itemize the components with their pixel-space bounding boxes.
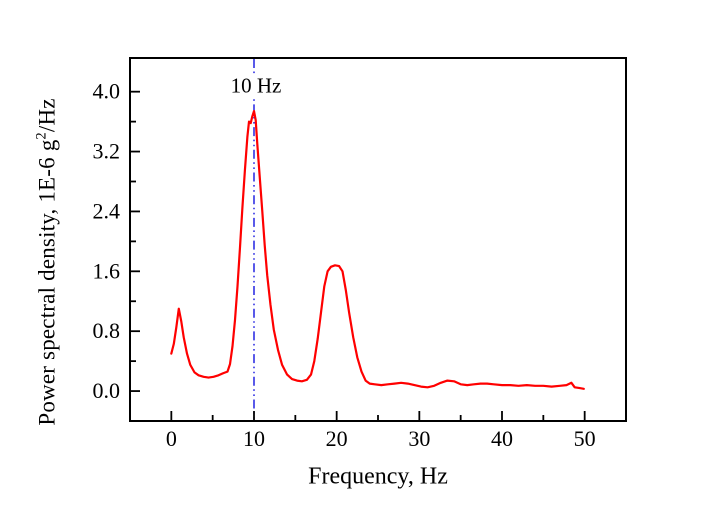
y-tick-label: 0.0: [93, 378, 121, 403]
peak-annotation: 10 Hz: [228, 73, 284, 99]
y-tick-label: 2.4: [93, 198, 121, 223]
x-tick-label: 30: [408, 426, 430, 451]
x-tick-label: 50: [574, 426, 596, 451]
plot-frame: [129, 57, 627, 422]
y-tick-label: 4.0: [93, 79, 121, 104]
y-axis-label-units: /Hz: [34, 98, 60, 133]
x-tick-label: 40: [491, 426, 513, 451]
x-tick-label: 20: [326, 426, 348, 451]
psd-curve: [170, 109, 585, 390]
y-axis-label-text: Power spectral density, 1E-6 g: [34, 139, 60, 426]
x-axis-label: Frequency, Hz: [308, 463, 448, 490]
y-tick-label: 1.6: [93, 258, 121, 283]
x-tick-label: 10: [243, 426, 265, 451]
y-tick-label: 0.8: [93, 318, 121, 343]
y-axis-label: Power spectral density, 1E-6 g2/Hz: [34, 98, 61, 425]
x-tick-label: 0: [166, 426, 177, 451]
y-tick-label: 3.2: [93, 139, 121, 164]
y-axis-label-superscript: 2: [33, 132, 50, 140]
